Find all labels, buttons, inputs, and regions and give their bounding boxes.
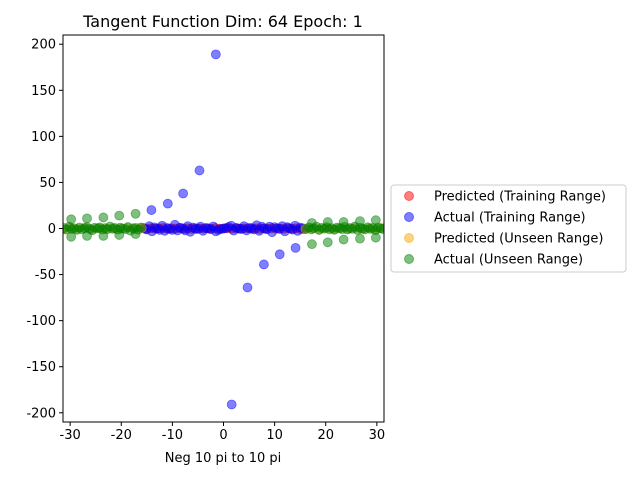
point-actual-unseen-range [130,208,141,219]
point-actual-unseen-range [322,217,333,227]
point-actual-unseen-range [338,217,349,227]
legend-marker [404,254,414,264]
y-tick-label: 50 [39,176,56,191]
point-actual-unseen-range [355,233,365,244]
point-actual-unseen-range [307,218,317,228]
point-actual-unseen-range [338,234,349,245]
point-actual-unseen-range [66,231,77,242]
point-actual-unseen-range [114,230,125,240]
legend-marker [404,212,414,222]
point-actual-unseen-range [98,212,109,223]
point-actual-unseen-range [370,215,381,226]
point-actual-training-range [290,242,301,253]
y-tick-label: -100 [26,314,56,329]
x-tick-label: -30 [60,428,81,443]
point-actual-training-range [194,165,205,176]
legend-marker [404,191,414,201]
x-tick-label: 0 [219,428,227,443]
legend-marker [404,233,414,243]
point-actual-unseen-range [98,230,109,241]
data-points [63,49,384,410]
point-actual-training-range [146,205,157,215]
point-actual-unseen-range [355,216,365,227]
y-tick-label: -200 [26,406,56,421]
point-actual-training-range [242,282,253,293]
point-actual-unseen-range [135,222,146,233]
y-tick-label: 200 [31,38,56,53]
chart-title: Tangent Function Dim: 64 Epoch: 1 [82,12,363,31]
legend: Predicted (Training Range) Actual (Traini… [390,184,627,273]
x-tick-label: 20 [317,428,334,443]
point-actual-training-range [226,399,237,410]
y-tick-label: 100 [31,130,56,145]
legend-label: Predicted (Unseen Range) [434,232,603,247]
y-tick-label: -150 [26,360,56,375]
plot-area [63,49,384,410]
x-tick-label: -10 [162,428,183,443]
y-tick-label: 150 [31,84,56,99]
legend-label: Predicted (Training Range) [434,190,606,205]
x-tick-label: 30 [369,428,386,443]
x-tick-label: 10 [266,428,283,443]
x-tick-label: -20 [111,428,132,443]
y-tick-label: -50 [35,268,56,283]
point-actual-training-range [258,259,269,270]
x-axis-label: Neg 10 pi to 10 pi [165,451,282,466]
point-actual-unseen-range [378,224,384,234]
point-actual-unseen-range [130,229,141,239]
point-actual-unseen-range [370,232,381,243]
y-tick-label: 0 [48,222,56,237]
legend-frame [390,184,627,273]
point-actual-unseen-range [82,213,92,224]
axes: -30 -20 -10 0 10 20 30-200-150-100-50050100150… [26,34,386,443]
point-actual-training-range [210,49,221,60]
legend-label: Actual (Unseen Range) [434,253,583,268]
point-actual-training-range [178,188,189,199]
point-actual-unseen-range [322,237,333,248]
point-actual-unseen-range [307,239,317,250]
point-actual-unseen-range [114,210,125,221]
point-actual-unseen-range [82,230,92,241]
point-actual-training-range [274,249,285,260]
point-actual-training-range [162,198,173,209]
point-actual-unseen-range [66,214,77,225]
legend-label: Actual (Training Range) [434,211,586,226]
